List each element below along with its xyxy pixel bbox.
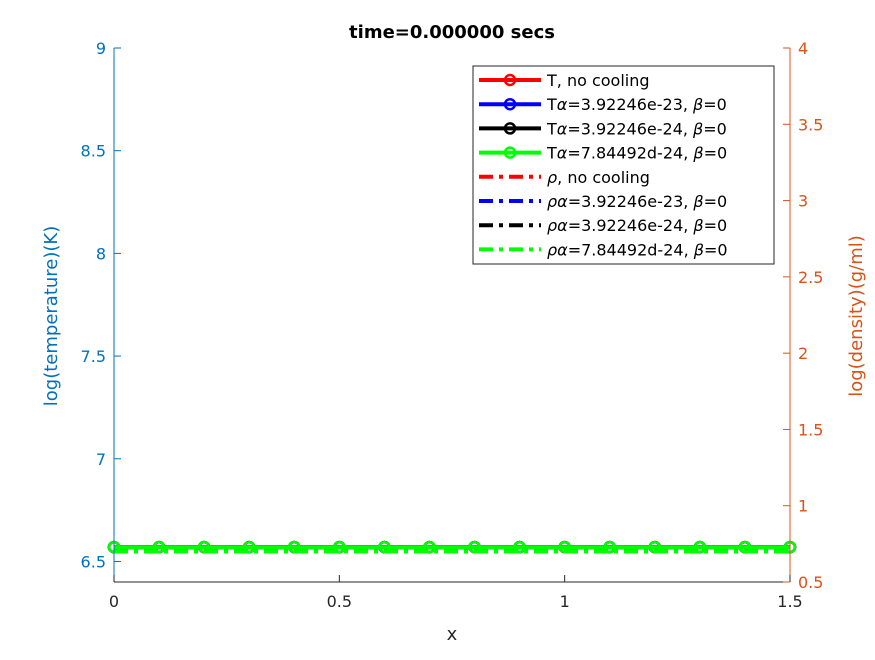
legend-marker-0: [503, 73, 517, 87]
y-axis-left-label: log(temperature)(K): [41, 226, 62, 406]
legend-entry-3: Tα=7.84492d-24, β=0: [546, 144, 727, 163]
chart-title: time=0.000000 secs: [349, 22, 555, 43]
series-marker-3: [152, 540, 166, 554]
y-right-tick-label: 2.5: [798, 268, 823, 287]
series-marker-3: [693, 540, 707, 554]
x-tick-label: 0: [109, 592, 119, 611]
y-left-tick-label: 8.5: [81, 142, 106, 161]
y-right-tick-label: 4: [798, 39, 808, 58]
legend: T, no cooling Tα=3.92246e-23, β=0 Tα=3.922…: [472, 65, 775, 265]
legend-marker-3: [503, 146, 517, 159]
series-marker-3: [333, 540, 346, 554]
legend-box: [472, 65, 775, 265]
y-axis-right-label: log(density)(g/ml): [846, 235, 867, 397]
y-right-tick-label: 1: [798, 497, 808, 516]
x-tick-label: 1: [560, 592, 570, 611]
x-axis-label: x: [447, 624, 458, 645]
series-marker-3: [513, 540, 526, 554]
axes: 0 0.5 1 1.5 6.5 7 7.5 8 8.5 9 0.5 1 1.5 2 2.5 3 3.5 4: [81, 39, 824, 611]
legend-entry-0: T, no cooling: [546, 71, 650, 90]
legend-marker-1: [503, 97, 517, 111]
legend-entry-2: Tα=3.92246e-24, β=0: [546, 119, 727, 138]
y-right-tick-label: 3: [798, 192, 808, 211]
legend-entry-1: Tα=3.92246e-23, β=0: [546, 95, 727, 114]
x-tick-label: 1.5: [777, 592, 802, 611]
legend-entry-5: ρα=3.92246e-23, β=0: [547, 192, 727, 211]
y-left-tick-label: 6.5: [81, 552, 106, 571]
plot-area: [107, 540, 797, 554]
y-right-tick-label: 0.5: [798, 573, 823, 592]
y-right-tick-label: 2: [798, 344, 808, 363]
y-left-tick-label: 7.5: [81, 347, 106, 366]
legend-entry-7: ρα=7.84492d-24, β=0: [547, 240, 728, 259]
series-marker-3: [242, 540, 256, 554]
y-right-tick-label: 1.5: [798, 420, 823, 439]
legend-entry-4: ρ, no cooling: [547, 168, 650, 187]
x-tick-label: 0.5: [327, 592, 352, 611]
y-right-tick-label: 3.5: [798, 115, 823, 134]
series-marker-3: [603, 540, 616, 554]
legend-marker-2: [503, 122, 517, 135]
legend-entry-6: ρα=3.92246e-24, β=0: [547, 216, 727, 235]
y-left-tick-label: 7: [96, 450, 106, 469]
y-left-tick-label: 8: [96, 244, 106, 263]
series-marker-3: [423, 540, 436, 554]
y-left-tick-label: 9: [96, 39, 106, 58]
